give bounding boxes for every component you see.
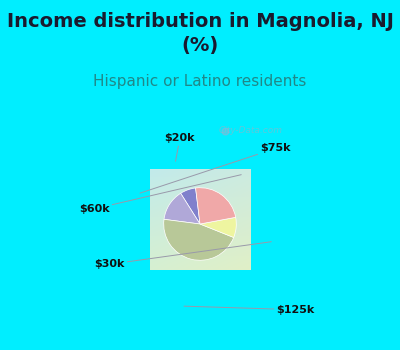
Wedge shape (196, 188, 236, 224)
Wedge shape (200, 217, 236, 238)
Text: $30k: $30k (94, 242, 271, 269)
Text: $20k: $20k (164, 133, 195, 161)
Wedge shape (181, 188, 200, 224)
Text: $60k: $60k (79, 175, 241, 214)
Text: City-Data.com: City-Data.com (218, 126, 282, 135)
Wedge shape (164, 193, 200, 224)
Text: Hispanic or Latino residents: Hispanic or Latino residents (93, 74, 307, 89)
Text: Income distribution in Magnolia, NJ
(%): Income distribution in Magnolia, NJ (%) (6, 12, 394, 55)
Text: $125k: $125k (184, 305, 315, 315)
Wedge shape (164, 219, 234, 260)
Text: $75k: $75k (140, 144, 291, 193)
